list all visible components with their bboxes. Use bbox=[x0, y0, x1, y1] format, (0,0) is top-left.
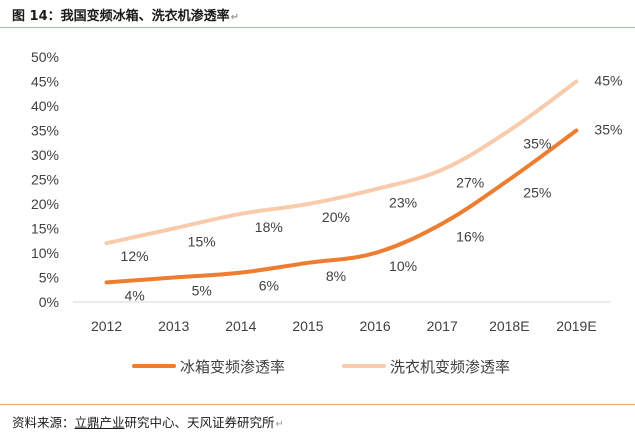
title-rule bbox=[0, 27, 635, 28]
fridge-data-label: 5% bbox=[192, 283, 212, 299]
washer-data-label: 18% bbox=[255, 219, 283, 235]
y-tick-label: 50% bbox=[31, 49, 59, 65]
washer-data-label: 20% bbox=[322, 209, 350, 225]
x-tick-label: 2016 bbox=[359, 318, 390, 334]
y-tick-label: 20% bbox=[31, 196, 59, 212]
washer-data-label: 35% bbox=[523, 136, 551, 152]
fridge-data-label: 6% bbox=[259, 278, 279, 294]
x-tick-label: 2015 bbox=[292, 318, 323, 334]
x-axis: 2012 2013 2014 2015 2016 2017 2018E 2019E bbox=[73, 301, 610, 334]
series-layer bbox=[104, 79, 579, 285]
legend: 冰箱变频渗透率 洗衣机变频渗透率 bbox=[132, 358, 510, 376]
source-rule bbox=[0, 404, 635, 405]
washer-data-label: 45% bbox=[594, 73, 622, 89]
source-note: 资料来源：立鼎产业研究中心、天风证券研究所↵ bbox=[12, 415, 284, 430]
fridge-data-label: 35% bbox=[594, 122, 622, 138]
figure-title: 图 14：我国变频冰箱、洗衣机渗透率↵ bbox=[12, 9, 240, 24]
fridge-data-label: 4% bbox=[124, 287, 144, 303]
x-tick-label: 2014 bbox=[225, 318, 256, 334]
y-tick-label: 30% bbox=[31, 147, 59, 163]
washer-series-line bbox=[104, 79, 579, 246]
x-tick-label: 2019E bbox=[556, 318, 596, 334]
y-tick-label: 5% bbox=[39, 270, 59, 286]
fridge-data-label: 8% bbox=[326, 268, 346, 284]
x-tick-label: 2013 bbox=[158, 318, 189, 334]
legend-label: 冰箱变频渗透率 bbox=[180, 358, 285, 376]
source-link[interactable]: 立鼎产业 bbox=[74, 415, 125, 430]
y-tick-label: 35% bbox=[31, 123, 59, 139]
x-tick-label: 2017 bbox=[427, 318, 458, 334]
y-tick-label: 10% bbox=[31, 245, 59, 261]
y-axis: 0% 5% 10% 15% 20% 25% 30% 35% 40% 45% 50% bbox=[31, 49, 59, 310]
x-tick-label: 2012 bbox=[91, 318, 122, 334]
data-label-layer: 4% 5% 6% 8% 10% 16% 25% 35% 12% 15% 18% 20% 23% 27% 35… bbox=[121, 73, 623, 304]
fridge-data-label: 16% bbox=[456, 229, 484, 245]
fridge-data-label: 25% bbox=[523, 185, 551, 201]
legend-label: 洗衣机变频渗透率 bbox=[390, 358, 510, 376]
x-tick-label: 2018E bbox=[489, 318, 529, 334]
fridge-data-label: 10% bbox=[389, 258, 417, 274]
y-tick-label: 40% bbox=[31, 98, 59, 114]
y-tick-label: 45% bbox=[31, 74, 59, 90]
source-rest: 研究中心、天风证券研究所 bbox=[124, 415, 275, 430]
washer-data-label: 23% bbox=[389, 194, 417, 210]
line-chart: 0% 5% 10% 15% 20% 25% 30% 35% 40% 45% 50% 2012 2013… bbox=[31, 49, 623, 376]
y-tick-label: 25% bbox=[31, 172, 59, 188]
washer-data-label: 27% bbox=[456, 175, 484, 191]
washer-data-label: 12% bbox=[121, 248, 149, 264]
y-tick-label: 0% bbox=[39, 294, 59, 310]
source-prefix: 资料来源： bbox=[12, 415, 75, 430]
washer-data-label: 15% bbox=[188, 234, 216, 250]
y-tick-label: 15% bbox=[31, 221, 59, 237]
fridge-series-line bbox=[104, 128, 579, 285]
